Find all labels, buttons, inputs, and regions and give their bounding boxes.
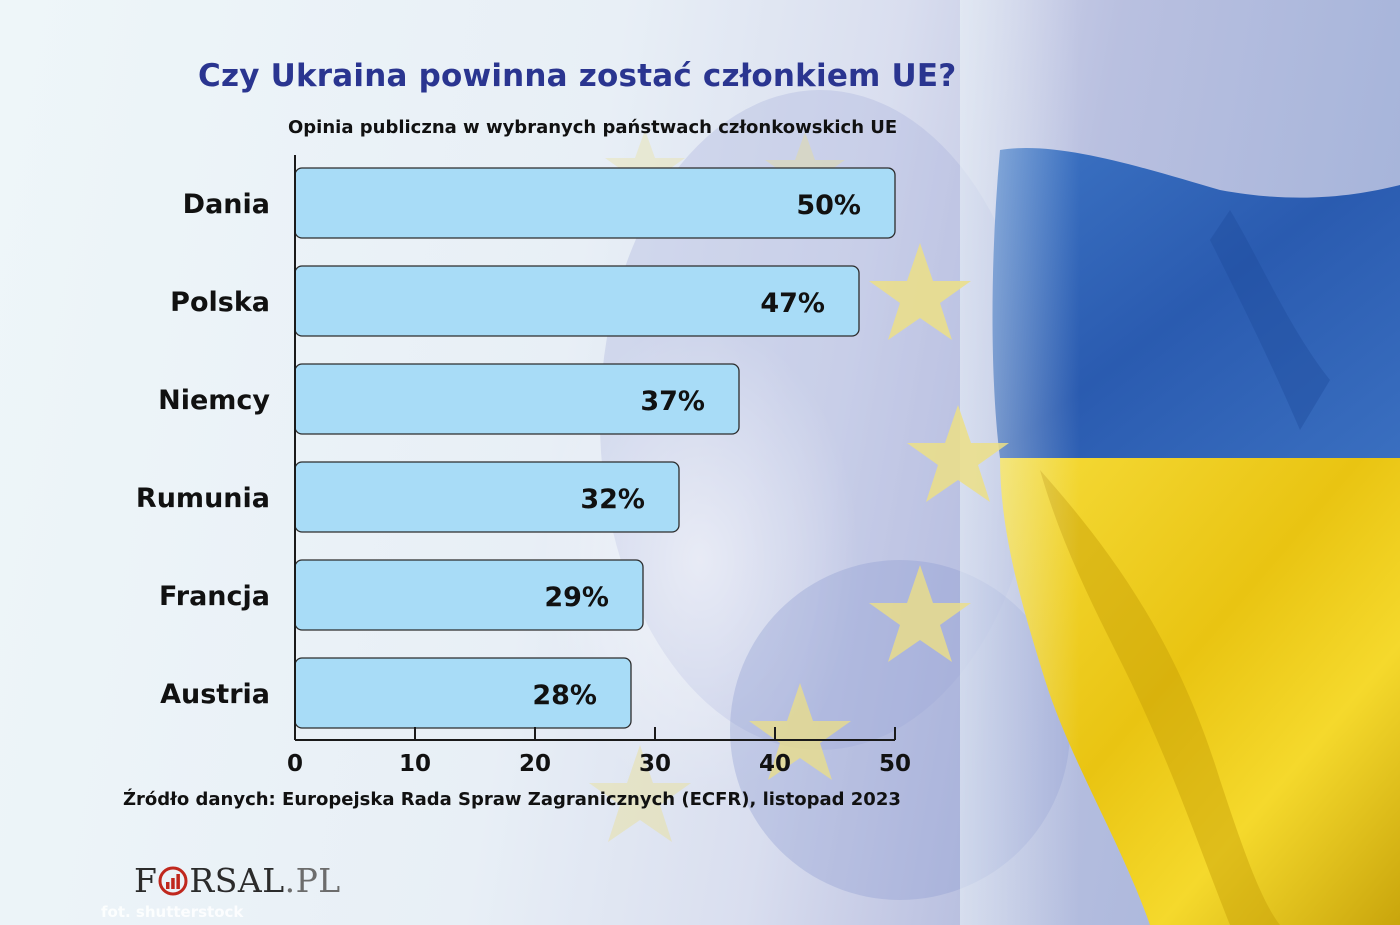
category-label: Dania [183,189,270,220]
chart-title: Czy Ukraina powinna zostać członkiem UE? [198,58,957,94]
photo-credit: fot. shutterstock [101,903,244,921]
logo-text-left: F [134,860,158,900]
value-label: 37% [640,386,705,417]
x-tick-label: 50 [879,751,911,777]
value-label: 32% [580,484,645,515]
ukraine-flag-yellow [1000,458,1400,925]
value-label: 29% [544,582,609,613]
eu-star-icon [907,405,1009,502]
x-tick-label: 20 [519,751,551,777]
value-label: 50% [796,190,861,221]
x-tick-label: 40 [759,751,791,777]
eu-star-icon [605,130,685,203]
eu-star-icon [589,745,691,842]
x-tick-label: 10 [399,751,431,777]
eu-star-icon [749,683,851,780]
eu-star-icon [869,243,971,340]
x-tick-label: 30 [639,751,671,777]
logo-text-ext: .PL [284,860,341,900]
category-label: Austria [160,679,270,710]
logo-text-right: RSAL [189,860,285,900]
value-label: 47% [760,288,825,319]
category-label: Rumunia [136,483,270,514]
forsal-logo: F RSAL .PL [134,860,341,900]
eu-star-icon [869,565,971,662]
category-label: Niemcy [158,385,270,416]
chart-subtitle: Opinia publiczna w wybranych państwach c… [288,117,898,138]
category-label: Polska [170,287,270,318]
ukraine-flag-blue [992,148,1400,458]
x-tick-label: 0 [287,751,303,777]
value-label: 28% [532,680,597,711]
logo-chart-icon [158,866,188,896]
source-note: Źródło danych: Europejska Rada Spraw Zag… [123,789,901,810]
category-label: Francja [159,581,270,612]
